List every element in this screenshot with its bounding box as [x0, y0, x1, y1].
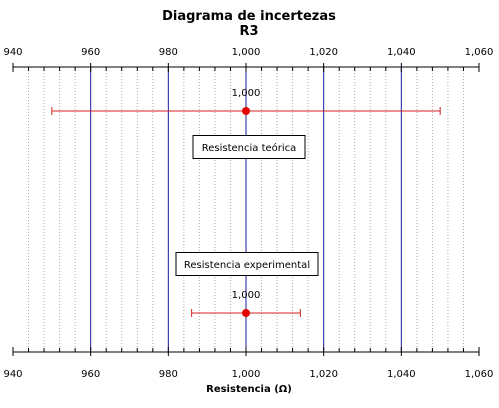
axis-layer: 940 940 960 960 980 980 1,000 1,000 1,020 1,020 1,…	[3, 47, 493, 380]
top-tick-label: 1,060	[465, 47, 494, 58]
series-experimental: 1,000 Resistencia experimental	[175, 252, 319, 317]
bottom-tick-label: 980	[159, 369, 178, 380]
bottom-tick-label: 1,020	[309, 369, 338, 380]
top-tick-label: 1,020	[309, 47, 338, 58]
data-label: 1,000	[232, 88, 261, 99]
data-label: 1,000	[232, 290, 261, 301]
x-axis-label: Resistencia (Ω)	[206, 384, 292, 395]
bottom-tick-label: 1,040	[387, 369, 416, 380]
bottom-tick-label: 1,060	[465, 369, 494, 380]
bottom-tick-label: 1,000	[232, 369, 261, 380]
marks-layer: 1,000 Resistencia teórica 1,000 Resistencia…	[51, 88, 441, 317]
chart-title: Diagrama de incertezas	[162, 9, 336, 24]
top-tick-label: 1,000	[232, 47, 261, 58]
top-tick-label: 960	[81, 47, 100, 58]
top-tick-label: 1,040	[387, 47, 416, 58]
top-tick-label: 980	[159, 47, 178, 58]
bottom-tick-label: 960	[81, 369, 100, 380]
top-tick-label: 940	[3, 47, 22, 58]
series-label: Resistencia teórica	[202, 142, 297, 154]
data-point[interactable]	[242, 107, 250, 115]
chart-subtitle: R3	[239, 24, 258, 39]
data-point[interactable]	[242, 309, 250, 317]
series-label-box	[192, 135, 306, 159]
bottom-tick-label: 940	[3, 369, 22, 380]
series-label-box	[175, 252, 319, 276]
series-teorica: 1,000 Resistencia teórica	[51, 88, 441, 159]
series-label: Resistencia experimental	[184, 260, 310, 271]
